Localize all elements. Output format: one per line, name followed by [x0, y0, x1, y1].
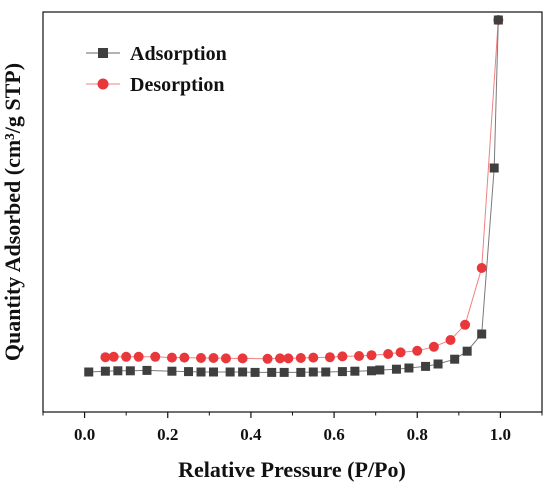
desorption-point-17	[337, 351, 348, 362]
adsorption-point-23	[421, 361, 431, 371]
desorption-point-25	[460, 319, 471, 330]
desorption-point-2	[121, 351, 132, 362]
desorption-point-19	[366, 350, 377, 361]
desorption-point-9	[220, 353, 231, 364]
desorption-point-4	[150, 351, 161, 362]
adsorption-point-5	[167, 366, 177, 376]
adsorption-point-10	[238, 367, 248, 377]
adsorption-point-22	[404, 363, 414, 373]
desorption-point-3	[133, 351, 144, 362]
x-tick-label-1: 0.2	[157, 425, 178, 444]
adsorption-point-4	[142, 365, 152, 375]
desorption-point-10	[237, 353, 248, 364]
legend: Adsorption Desorption	[86, 43, 227, 96]
adsorption-point-25	[450, 354, 460, 364]
legend-marker-desorption	[97, 78, 109, 90]
series-line-desorption	[105, 19, 499, 360]
adsorption-point-27	[477, 329, 487, 339]
x-tick-label-0: 0.0	[74, 425, 95, 444]
y-axis-title: Quantity Adsorbed (cm³/g STP)	[0, 63, 25, 361]
desorption-point-23	[428, 341, 439, 352]
adsorption-point-17	[337, 367, 347, 377]
legend-marker-adsorption	[98, 48, 108, 58]
adsorption-point-14	[296, 367, 306, 377]
x-tick-label-2: 0.4	[240, 425, 262, 444]
desorption-point-12	[275, 353, 286, 364]
adsorption-point-9	[225, 367, 235, 377]
desorption-point-16	[324, 352, 335, 363]
adsorption-point-12	[267, 367, 277, 377]
desorption-point-8	[208, 353, 219, 363]
adsorption-point-29	[493, 15, 503, 25]
desorption-point-7	[196, 353, 207, 363]
adsorption-point-24	[433, 359, 443, 369]
desorption-point-11	[262, 353, 273, 364]
adsorption-point-8	[208, 367, 218, 377]
x-tick-label-3: 0.6	[323, 425, 344, 444]
series-line-adsorption	[88, 19, 499, 373]
desorption-point-13	[283, 353, 294, 364]
adsorption-point-0	[84, 367, 94, 377]
x-tick-label-5: 1.0	[490, 425, 511, 444]
series-layer	[84, 15, 504, 377]
adsorption-point-28	[489, 163, 499, 173]
desorption-point-22	[412, 345, 423, 356]
x-tick-label-4: 0.8	[407, 425, 428, 444]
desorption-point-14	[295, 353, 306, 363]
adsorption-point-6	[184, 367, 194, 377]
desorption-point-24	[445, 335, 456, 345]
desorption-point-21	[395, 347, 406, 358]
desorption-point-6	[179, 352, 190, 363]
desorption-point-1	[108, 351, 119, 362]
adsorption-point-13	[279, 367, 289, 377]
desorption-point-5	[166, 352, 177, 363]
desorption-point-15	[308, 352, 319, 363]
adsorption-point-26	[462, 346, 472, 356]
desorption-point-26	[476, 263, 487, 273]
adsorption-point-2	[113, 366, 123, 376]
adsorption-point-21	[391, 364, 401, 374]
desorption-point-0	[100, 352, 111, 363]
x-axis: 0.0 0.2 0.4 0.6 0.8 1.0	[42, 412, 543, 444]
adsorption-point-18	[350, 366, 360, 376]
desorption-point-20	[383, 349, 394, 359]
adsorption-point-11	[250, 367, 260, 377]
x-axis-title: Relative Pressure (P/Po)	[178, 457, 406, 482]
adsorption-point-19	[367, 366, 377, 376]
adsorption-point-16	[321, 367, 331, 377]
desorption-point-18	[354, 351, 365, 361]
legend-label-adsorption: Adsorption	[130, 43, 227, 65]
adsorption-point-3	[125, 366, 135, 376]
adsorption-point-15	[308, 367, 318, 377]
legend-label-desorption: Desorption	[130, 74, 224, 96]
adsorption-point-7	[196, 367, 206, 377]
adsorption-point-20	[375, 365, 385, 375]
adsorption-point-1	[100, 366, 110, 376]
